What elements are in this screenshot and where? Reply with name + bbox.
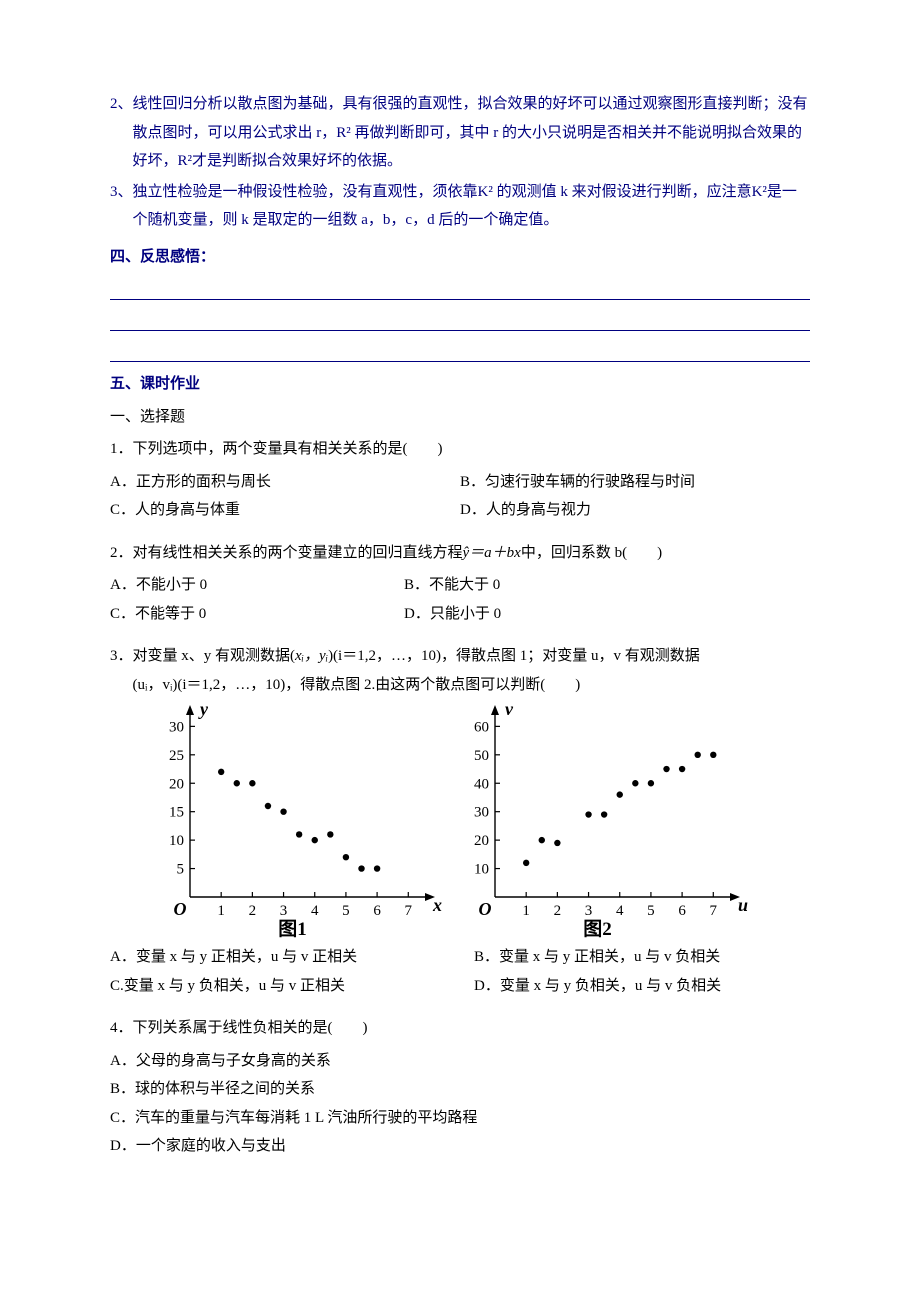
q4-opt-a: A．父母的身高与子女身高的关系 bbox=[110, 1047, 810, 1076]
svg-text:图2: 图2 bbox=[583, 918, 612, 940]
num: 3、 bbox=[110, 184, 133, 200]
q3-l1-post: )(i＝1,2，…，10)，得散点图 1；对变量 u，v 有观测数据 bbox=[328, 648, 700, 664]
svg-text:1: 1 bbox=[217, 903, 225, 919]
svg-text:5: 5 bbox=[177, 862, 185, 878]
blank-line bbox=[110, 306, 810, 331]
q4-opt-c: C．汽车的重量与汽车每消耗 1 L 汽油所行驶的平均路程 bbox=[110, 1104, 810, 1133]
svg-text:O: O bbox=[479, 899, 492, 919]
svg-text:2: 2 bbox=[554, 903, 562, 919]
q3-xi: xᵢ，yᵢ bbox=[295, 648, 328, 664]
q3-opt-a: A．变量 x 与 y 正相关，u 与 v 正相关 bbox=[110, 943, 474, 972]
q4-opt-b: B．球的体积与半径之间的关系 bbox=[110, 1075, 810, 1104]
svg-text:7: 7 bbox=[710, 903, 718, 919]
svg-text:x: x bbox=[432, 895, 442, 915]
blank-line bbox=[110, 337, 810, 362]
svg-text:30: 30 bbox=[474, 805, 489, 821]
svg-text:7: 7 bbox=[405, 903, 413, 919]
section-5-header: 五、课时作业 bbox=[110, 370, 810, 399]
point-3: 3、独立性检验是一种假设性检验，没有直观性，须依靠K² 的观测值 k 来对假设进… bbox=[110, 178, 810, 235]
svg-text:40: 40 bbox=[474, 776, 489, 792]
svg-text:15: 15 bbox=[169, 805, 184, 821]
svg-text:5: 5 bbox=[342, 903, 350, 919]
svg-text:3: 3 bbox=[585, 903, 593, 919]
svg-text:10: 10 bbox=[169, 833, 184, 849]
scatter-charts: 5 10 15 20 25 30 1 2 3 4 5 6 7 Ox y 图1 10 20 30 40 50 60 1 2 3 4… bbox=[140, 703, 810, 941]
q2-opt-d: D．只能小于 0 bbox=[404, 600, 754, 629]
q3-stem-l2: (uᵢ，vᵢ)(i＝1,2，…，10)，得散点图 2.由这两个散点图可以判断( … bbox=[110, 671, 810, 700]
q4-opt-d: D．一个家庭的收入与支出 bbox=[110, 1132, 810, 1161]
svg-text:2: 2 bbox=[249, 903, 256, 919]
q4-stem: 4．下列关系属于线性负相关的是( ) bbox=[110, 1014, 810, 1043]
svg-text:5: 5 bbox=[647, 903, 655, 919]
q2-stem: 2．对有线性相关关系的两个变量建立的回归直线方程ŷ＝a＋bx中，回归系数 b( … bbox=[110, 539, 810, 568]
q1-row1: A．正方形的面积与周长 B．匀速行驶车辆的行驶路程与时间 bbox=[110, 468, 810, 497]
scatter-plot-1: 5 10 15 20 25 30 1 2 3 4 5 6 7 Ox y 图1 bbox=[140, 703, 445, 941]
svg-text:10: 10 bbox=[474, 862, 489, 878]
svg-text:50: 50 bbox=[474, 748, 489, 764]
svg-text:y: y bbox=[198, 703, 209, 719]
q3-opt-c: C.变量 x 与 y 负相关，u 与 v 正相关 bbox=[110, 972, 474, 1001]
svg-text:4: 4 bbox=[616, 903, 624, 919]
svg-text:u: u bbox=[738, 895, 748, 915]
q2-row2: C．不能等于 0 D．只能小于 0 bbox=[110, 600, 810, 629]
q3-opt-d: D．变量 x 与 y 负相关，u 与 v 负相关 bbox=[474, 972, 824, 1001]
svg-text:v: v bbox=[505, 703, 514, 719]
txt: 独立性检验是一种假设性检验，没有直观性，须依靠K² 的观测值 k 来对假设进行判… bbox=[133, 184, 797, 229]
svg-text:4: 4 bbox=[311, 903, 319, 919]
q1-opt-a: A．正方形的面积与周长 bbox=[110, 468, 460, 497]
svg-text:O: O bbox=[174, 899, 187, 919]
q3-opt-b: B．变量 x 与 y 正相关，u 与 v 负相关 bbox=[474, 943, 824, 972]
svg-text:3: 3 bbox=[280, 903, 288, 919]
svg-text:1: 1 bbox=[522, 903, 530, 919]
blank-line bbox=[110, 275, 810, 300]
point-2: 2、线性回归分析以散点图为基础，具有很强的直观性，拟合效果的好坏可以通过观察图形… bbox=[110, 90, 810, 176]
q2-opt-c: C．不能等于 0 bbox=[110, 600, 404, 629]
q1-stem: 1．下列选项中，两个变量具有相关关系的是( ) bbox=[110, 435, 810, 464]
q1-opt-b: B．匀速行驶车辆的行驶路程与时间 bbox=[460, 468, 810, 497]
svg-text:6: 6 bbox=[373, 903, 381, 919]
q3-l1-pre: 3．对变量 x、y 有观测数据( bbox=[110, 648, 295, 664]
subsection-header: 一、选择题 bbox=[110, 403, 810, 432]
svg-text:30: 30 bbox=[169, 719, 184, 735]
q1-opt-c: C．人的身高与体重 bbox=[110, 496, 460, 525]
svg-text:图1: 图1 bbox=[278, 918, 307, 940]
q2-pre: 2．对有线性相关关系的两个变量建立的回归直线方程 bbox=[110, 545, 463, 561]
svg-text:25: 25 bbox=[169, 748, 184, 764]
q3-stem-l1: 3．对变量 x、y 有观测数据(xᵢ，yᵢ)(i＝1,2，…，10)，得散点图 … bbox=[110, 642, 810, 671]
scatter-plot-2: 10 20 30 40 50 60 1 2 3 4 5 6 7 Ou v 图2 bbox=[445, 703, 750, 941]
q1-row2: C．人的身高与体重 D．人的身高与视力 bbox=[110, 496, 810, 525]
q2-eqn: ŷ＝a＋bx bbox=[463, 545, 521, 561]
svg-text:20: 20 bbox=[169, 776, 184, 792]
q3-row1: A．变量 x 与 y 正相关，u 与 v 正相关 B．变量 x 与 y 正相关，… bbox=[110, 943, 810, 972]
q2-opt-a: A．不能小于 0 bbox=[110, 571, 404, 600]
num: 2、 bbox=[110, 96, 133, 112]
q2-post: 中，回归系数 b( ) bbox=[521, 545, 662, 561]
q1-opt-d: D．人的身高与视力 bbox=[460, 496, 810, 525]
q2-opt-b: B．不能大于 0 bbox=[404, 571, 754, 600]
svg-text:60: 60 bbox=[474, 719, 489, 735]
q3-row2: C.变量 x 与 y 负相关，u 与 v 正相关 D．变量 x 与 y 负相关，… bbox=[110, 972, 810, 1001]
svg-text:6: 6 bbox=[678, 903, 686, 919]
q2-row1: A．不能小于 0 B．不能大于 0 bbox=[110, 571, 810, 600]
svg-text:20: 20 bbox=[474, 833, 489, 849]
section-4-header: 四、反思感悟： bbox=[110, 243, 810, 272]
txt: 线性回归分析以散点图为基础，具有很强的直观性，拟合效果的好坏可以通过观察图形直接… bbox=[133, 96, 808, 169]
